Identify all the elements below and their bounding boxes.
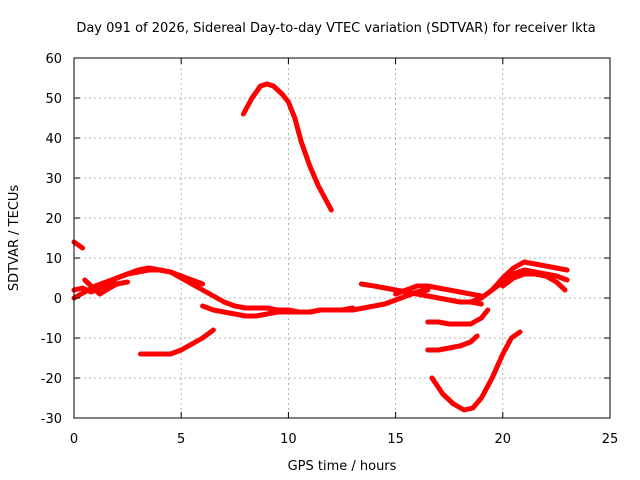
plot-frame <box>73 57 611 419</box>
series-s11 <box>425 333 480 353</box>
x-tick-label: 15 <box>387 432 404 447</box>
x-tick-label: 10 <box>280 432 297 447</box>
x-tick-label: 20 <box>495 432 512 447</box>
series-s7 <box>138 327 216 357</box>
series-s14 <box>489 267 570 293</box>
y-tick-label: -10 <box>41 332 62 347</box>
y-tick-label: 60 <box>45 52 62 67</box>
series-s12 <box>429 329 523 413</box>
series-s4 <box>82 277 131 297</box>
series-s5 <box>200 303 356 319</box>
x-tick-label: 25 <box>602 432 619 447</box>
y-axis-label: SDTVAR / TECUs <box>7 185 22 292</box>
y-tick-label: -20 <box>41 372 62 387</box>
y-tick-label: 20 <box>45 212 62 227</box>
y-tick-label: -30 <box>41 412 62 427</box>
y-tick-label: 50 <box>45 92 62 107</box>
series-s6 <box>240 81 334 213</box>
series-s3 <box>71 265 206 301</box>
x-tick-label: 5 <box>177 432 185 447</box>
series-layer <box>71 81 570 413</box>
ticks <box>73 57 611 419</box>
series-s10 <box>425 307 491 327</box>
y-tick-label: 30 <box>45 172 62 187</box>
y-tick-labels: -30 -20 -10 0 10 20 30 40 50 60 <box>41 52 62 427</box>
series-s1 <box>71 239 86 251</box>
x-tick-labels: 0 5 10 15 20 25 <box>70 432 618 447</box>
grid <box>74 58 610 418</box>
x-tick-label: 0 <box>70 432 78 447</box>
x-axis-label: GPS time / hours <box>288 459 397 474</box>
chart-title: Day 091 of 2026, Sidereal Day-to-day VTE… <box>76 21 595 36</box>
y-tick-label: 40 <box>45 132 62 147</box>
y-tick-label: 0 <box>54 292 62 307</box>
series-s8 <box>358 281 484 307</box>
series-s13 <box>468 259 570 305</box>
series-s15 <box>500 271 568 293</box>
y-tick-label: 10 <box>45 252 62 267</box>
series-s9 <box>393 283 484 299</box>
